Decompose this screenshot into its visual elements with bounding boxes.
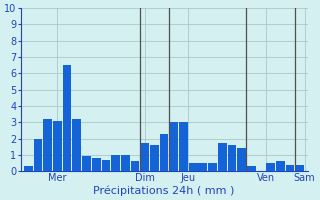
Bar [24,166,33,171]
Bar [266,163,275,171]
Bar [121,155,130,171]
X-axis label: Précipitations 24h ( mm ): Précipitations 24h ( mm ) [93,185,235,196]
Bar [179,122,188,171]
Bar [198,163,207,171]
Bar [169,122,178,171]
Bar [160,134,168,171]
Bar [44,119,52,171]
Bar [208,163,217,171]
Bar [34,139,42,171]
Bar [111,155,120,171]
Bar [150,145,159,171]
Bar [295,165,304,171]
Bar [189,163,197,171]
Bar [53,121,62,171]
Bar [72,119,81,171]
Bar [218,143,227,171]
Bar [101,160,110,171]
Bar [286,165,294,171]
Bar [276,161,285,171]
Bar [140,143,149,171]
Bar [92,158,100,171]
Bar [131,161,139,171]
Bar [63,65,71,171]
Bar [82,156,91,171]
Bar [228,145,236,171]
Bar [247,166,256,171]
Bar [237,148,246,171]
